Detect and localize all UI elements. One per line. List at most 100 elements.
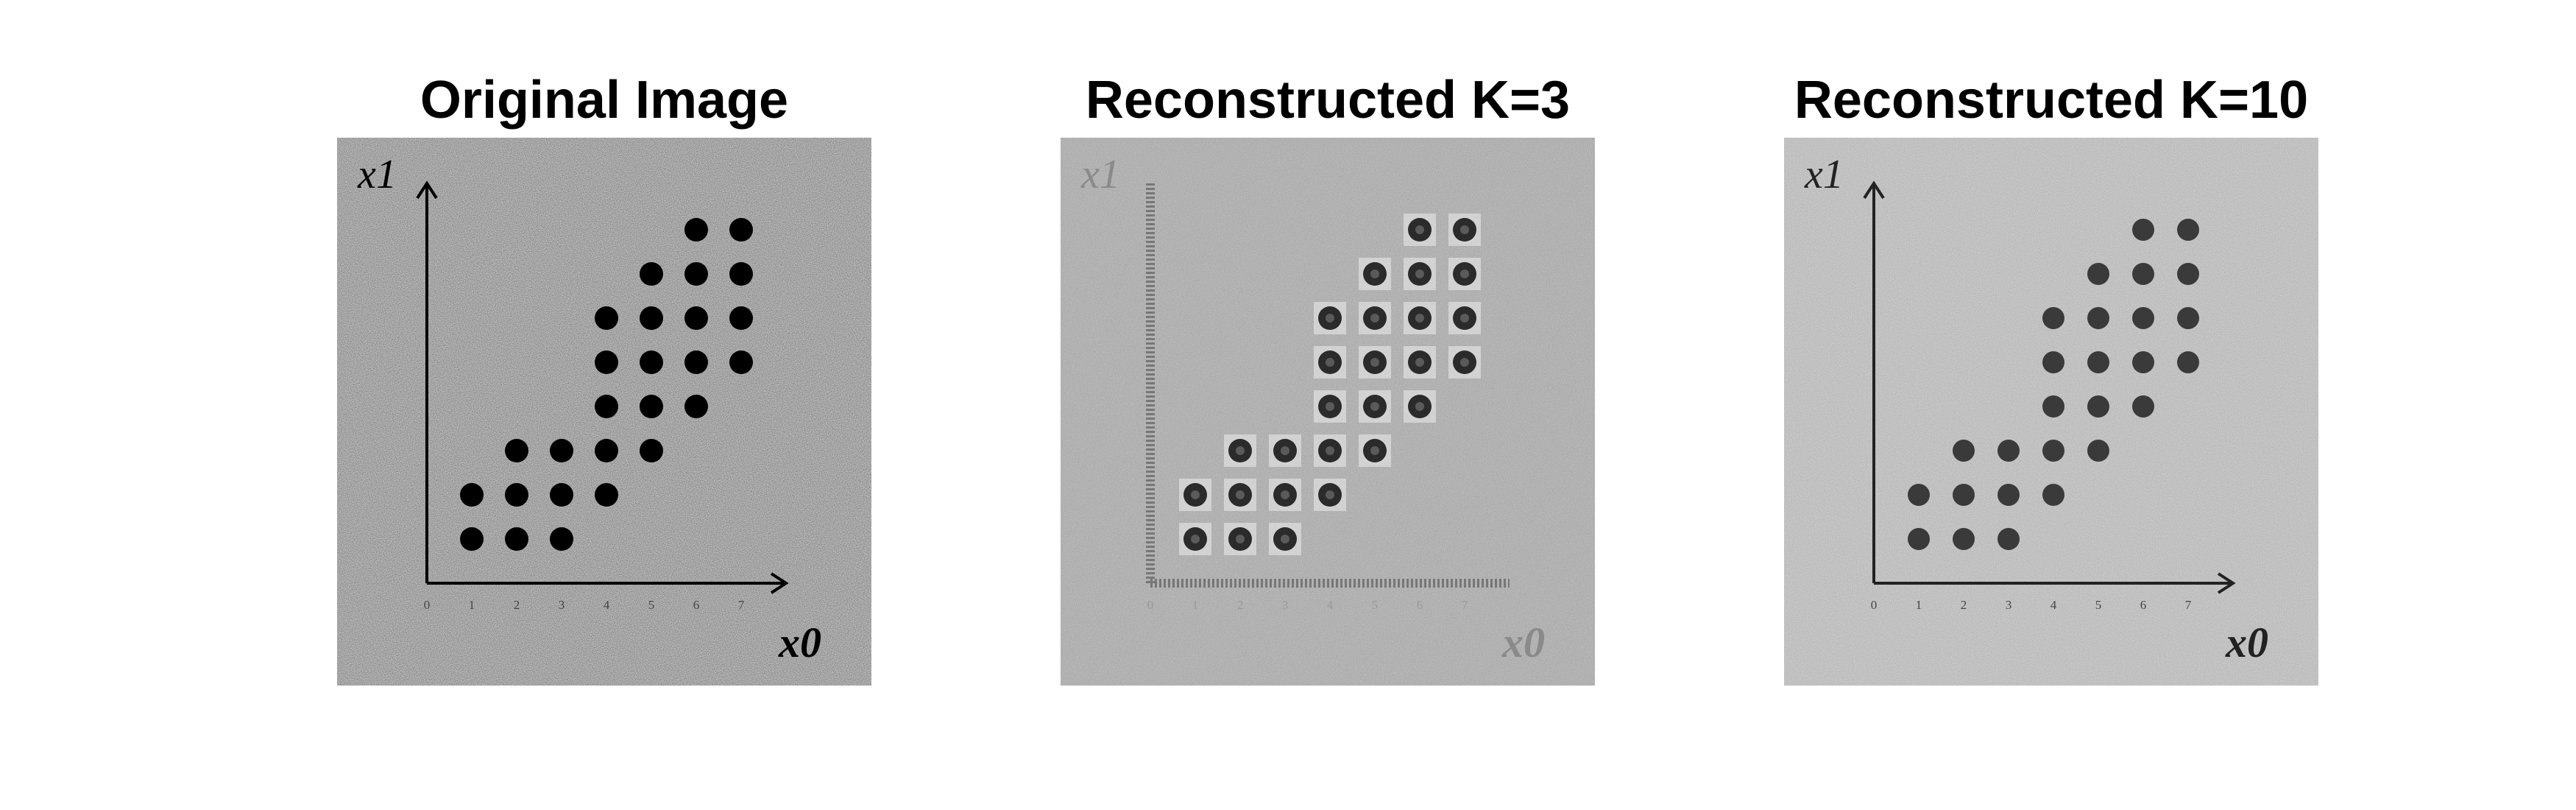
dot — [640, 395, 663, 418]
y-axis-label: x1 — [357, 152, 397, 197]
dot — [2042, 351, 2064, 373]
x-axis-label: x0 — [1501, 619, 1545, 666]
dot — [1998, 440, 2020, 462]
dot-center — [1326, 314, 1334, 323]
dot-center — [1415, 402, 1424, 411]
dot-center — [1415, 314, 1424, 323]
dot — [1908, 528, 1930, 550]
x-axis-label: x0 — [2225, 619, 2268, 666]
dot — [1998, 484, 2020, 506]
dot — [595, 395, 618, 418]
dot-center — [1281, 490, 1289, 499]
dot — [2087, 263, 2109, 285]
dot — [684, 395, 708, 418]
dot-center — [1191, 490, 1200, 499]
dot-center — [1236, 490, 1245, 499]
dot-center — [1415, 358, 1424, 367]
dot-center — [1370, 446, 1379, 455]
dot — [684, 351, 708, 374]
x-tick-label: 7 — [738, 598, 745, 612]
x-axis-label: x0 — [778, 619, 821, 666]
dot-center — [1460, 225, 1469, 234]
dot — [729, 262, 753, 286]
dot-center — [1415, 270, 1424, 278]
dot — [550, 527, 573, 551]
panel-title: Original Image — [420, 71, 789, 130]
dot-center — [1281, 446, 1289, 455]
x-tick-label: 2 — [1237, 598, 1244, 612]
panel-title: Reconstructed K=3 — [1085, 71, 1571, 130]
y-axis-label: x1 — [1804, 152, 1844, 197]
dot — [684, 306, 708, 330]
x-tick-label: 2 — [1961, 598, 1967, 612]
x-tick-label: 4 — [604, 598, 610, 612]
reconstructed-k3-image: x1 x0 0 1 2 3 4 5 6 7 — [1061, 138, 1595, 686]
dot — [2042, 395, 2064, 418]
dot — [460, 527, 484, 551]
dot — [2132, 219, 2154, 241]
x-tick-label: 3 — [2006, 598, 2012, 612]
dot — [684, 262, 708, 286]
dot — [1998, 528, 2020, 550]
x-tick-label: 6 — [693, 598, 700, 612]
dot — [684, 218, 708, 242]
x-axis-arrowhead — [2217, 572, 2236, 594]
x-tick-label: 5 — [1372, 598, 1379, 612]
dot-center — [1370, 314, 1379, 323]
dot-center — [1326, 490, 1334, 499]
dot — [595, 483, 618, 507]
dot — [2087, 307, 2109, 329]
axes — [1863, 180, 2236, 594]
x-tick-label: 1 — [1192, 598, 1199, 612]
dot — [595, 439, 618, 462]
dot — [550, 483, 573, 507]
dot-center — [1460, 270, 1469, 278]
dot — [2177, 307, 2199, 329]
x-tick-label: 0 — [424, 598, 431, 612]
dot — [2087, 395, 2109, 418]
y-axis-arrowhead — [416, 180, 438, 200]
panel-original: Original Image x1 x0 0 1 2 3 4 5 6 7 — [337, 70, 871, 686]
x-tick-label: 1 — [469, 598, 475, 612]
dot — [640, 262, 663, 286]
x-tick-label: 5 — [2095, 598, 2102, 612]
dot — [505, 439, 528, 462]
dot-center — [1236, 535, 1245, 543]
dot — [1908, 484, 1930, 506]
dot — [595, 351, 618, 374]
dot — [2042, 307, 2064, 329]
dot-center — [1236, 446, 1245, 455]
dot — [505, 483, 528, 507]
dot-center — [1281, 535, 1289, 543]
dot-center — [1460, 314, 1469, 323]
dot — [550, 439, 573, 462]
y-axis-label: x1 — [1080, 152, 1120, 197]
dot-center — [1460, 358, 1469, 367]
panel-title: Reconstructed K=10 — [1794, 71, 2309, 130]
x-tick-label: 7 — [1462, 598, 1468, 612]
dot-center — [1326, 402, 1334, 411]
dot — [2132, 307, 2154, 329]
reconstructed-k10-image: x1 x0 0 1 2 3 4 5 6 7 — [1784, 138, 2318, 686]
dot — [729, 351, 753, 374]
x-tick-label: 4 — [1327, 598, 1334, 612]
dot — [2177, 263, 2199, 285]
dot — [1953, 528, 1975, 550]
dot — [640, 351, 663, 374]
x-tick-label: 1 — [1916, 598, 1922, 612]
dot — [2177, 351, 2199, 373]
x-tick-label: 5 — [648, 598, 655, 612]
x-tick-label: 7 — [2185, 598, 2192, 612]
dot — [729, 218, 753, 242]
x-tick-label: 3 — [559, 598, 565, 612]
x-tick-label: 0 — [1871, 598, 1878, 612]
dot-center — [1415, 225, 1424, 234]
dot — [640, 439, 663, 462]
dot-grid — [1179, 214, 1481, 555]
dot — [2042, 484, 2064, 506]
panel-reconstructed-k3: Reconstructed K=3 x1 x0 0 1 2 3 4 5 6 7 — [1061, 70, 1595, 686]
dot-center — [1370, 402, 1379, 411]
dot-grid — [460, 218, 753, 551]
dot-center — [1326, 358, 1334, 367]
panel-reconstructed-k10: Reconstructed K=10 x1 x0 0 1 2 3 4 5 6 7 — [1784, 70, 2318, 686]
